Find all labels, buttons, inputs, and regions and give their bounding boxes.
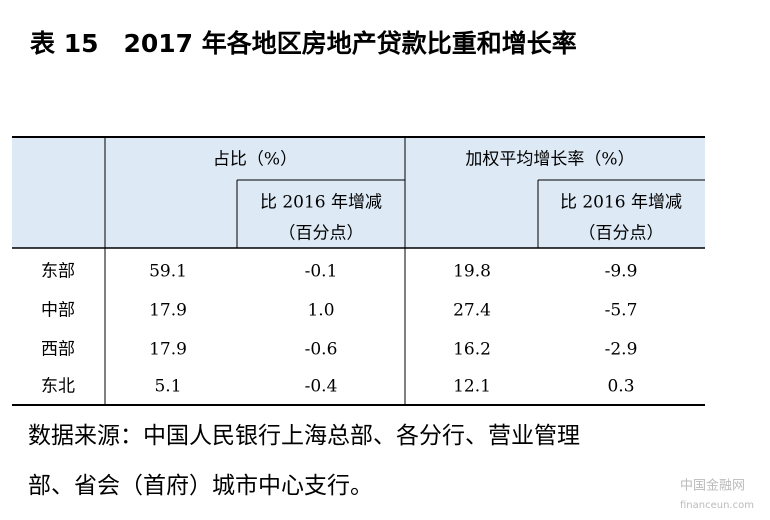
cell-value: -0.6 [305,340,338,360]
cell-value: 0.3 [607,377,634,397]
row-label: 西部 [41,340,75,360]
cell-value: 12.1 [453,377,491,397]
cell-value: -9.9 [605,262,638,282]
row-label: 东部 [41,262,75,282]
watermark: financeun.com [680,500,754,511]
sub-header: （百分点） [279,224,364,244]
source-note: 部、省会（首府）城市中心支行。 [28,473,373,499]
cell-value: 16.2 [453,340,491,360]
title: 表 15 2017 年各地区房地产贷款比重和增长率 [30,29,577,58]
cell-value: 59.1 [149,262,187,282]
header-background [12,137,705,248]
sub-header: 比 2016 年增减 [260,193,382,213]
cell-value: 17.9 [149,301,187,321]
cell-value: 1.0 [307,301,334,321]
cell-value: 27.4 [453,301,491,321]
cell-value: 5.1 [154,377,181,397]
table-body: 东部 59.1 -0.1 19.8 -9.9 中部 17.9 1.0 27.4 -5.7 西部 17.… [41,262,637,397]
cell-value: -0.1 [305,262,338,282]
group-header: 占比（%） [213,150,297,170]
group-header: 加权平均增长率（%） [465,150,634,170]
row-label: 东北 [41,377,75,397]
source-note: 数据来源：中国人民银行上海总部、各分行、营业管理 [28,423,580,449]
row-label: 中部 [41,301,75,321]
table-lines [12,136,705,406]
cell-value: -0.4 [305,377,338,397]
watermark: 中国金融网 [680,478,745,494]
sub-header: 比 2016 年增减 [560,193,682,213]
sub-header: （百分点） [579,224,664,244]
cell-value: -2.9 [605,340,638,360]
cell-value: -5.7 [605,301,638,321]
cell-value: 17.9 [149,340,187,360]
cell-value: 19.8 [453,262,491,282]
